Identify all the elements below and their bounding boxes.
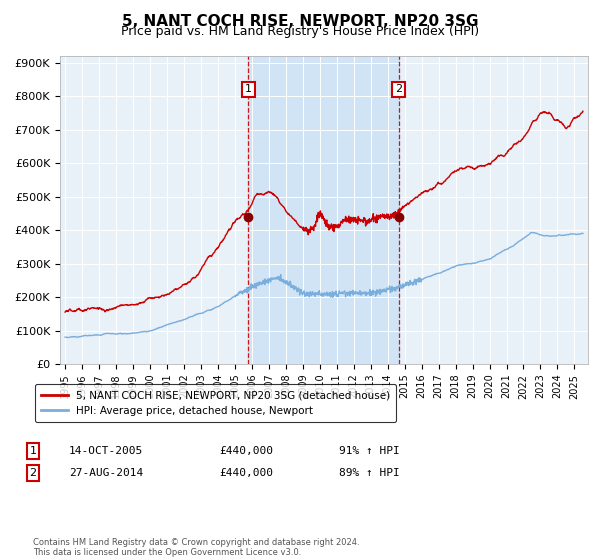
Text: 2: 2 [29,468,37,478]
Text: £440,000: £440,000 [219,468,273,478]
Bar [248,56,399,364]
Text: 2: 2 [395,85,402,95]
Text: Price paid vs. HM Land Registry's House Price Index (HPI): Price paid vs. HM Land Registry's House … [121,25,479,38]
Text: 27-AUG-2014: 27-AUG-2014 [69,468,143,478]
Text: 89% ↑ HPI: 89% ↑ HPI [339,468,400,478]
Text: 1: 1 [245,85,252,95]
Text: 5, NANT COCH RISE, NEWPORT, NP20 3SG: 5, NANT COCH RISE, NEWPORT, NP20 3SG [122,14,478,29]
Text: 1: 1 [29,446,37,456]
Legend: 5, NANT COCH RISE, NEWPORT, NP20 3SG (detached house), HPI: Average price, detac: 5, NANT COCH RISE, NEWPORT, NP20 3SG (de… [35,384,396,422]
Text: £440,000: £440,000 [219,446,273,456]
Text: 91% ↑ HPI: 91% ↑ HPI [339,446,400,456]
Text: Contains HM Land Registry data © Crown copyright and database right 2024.
This d: Contains HM Land Registry data © Crown c… [33,538,359,557]
Text: 14-OCT-2005: 14-OCT-2005 [69,446,143,456]
